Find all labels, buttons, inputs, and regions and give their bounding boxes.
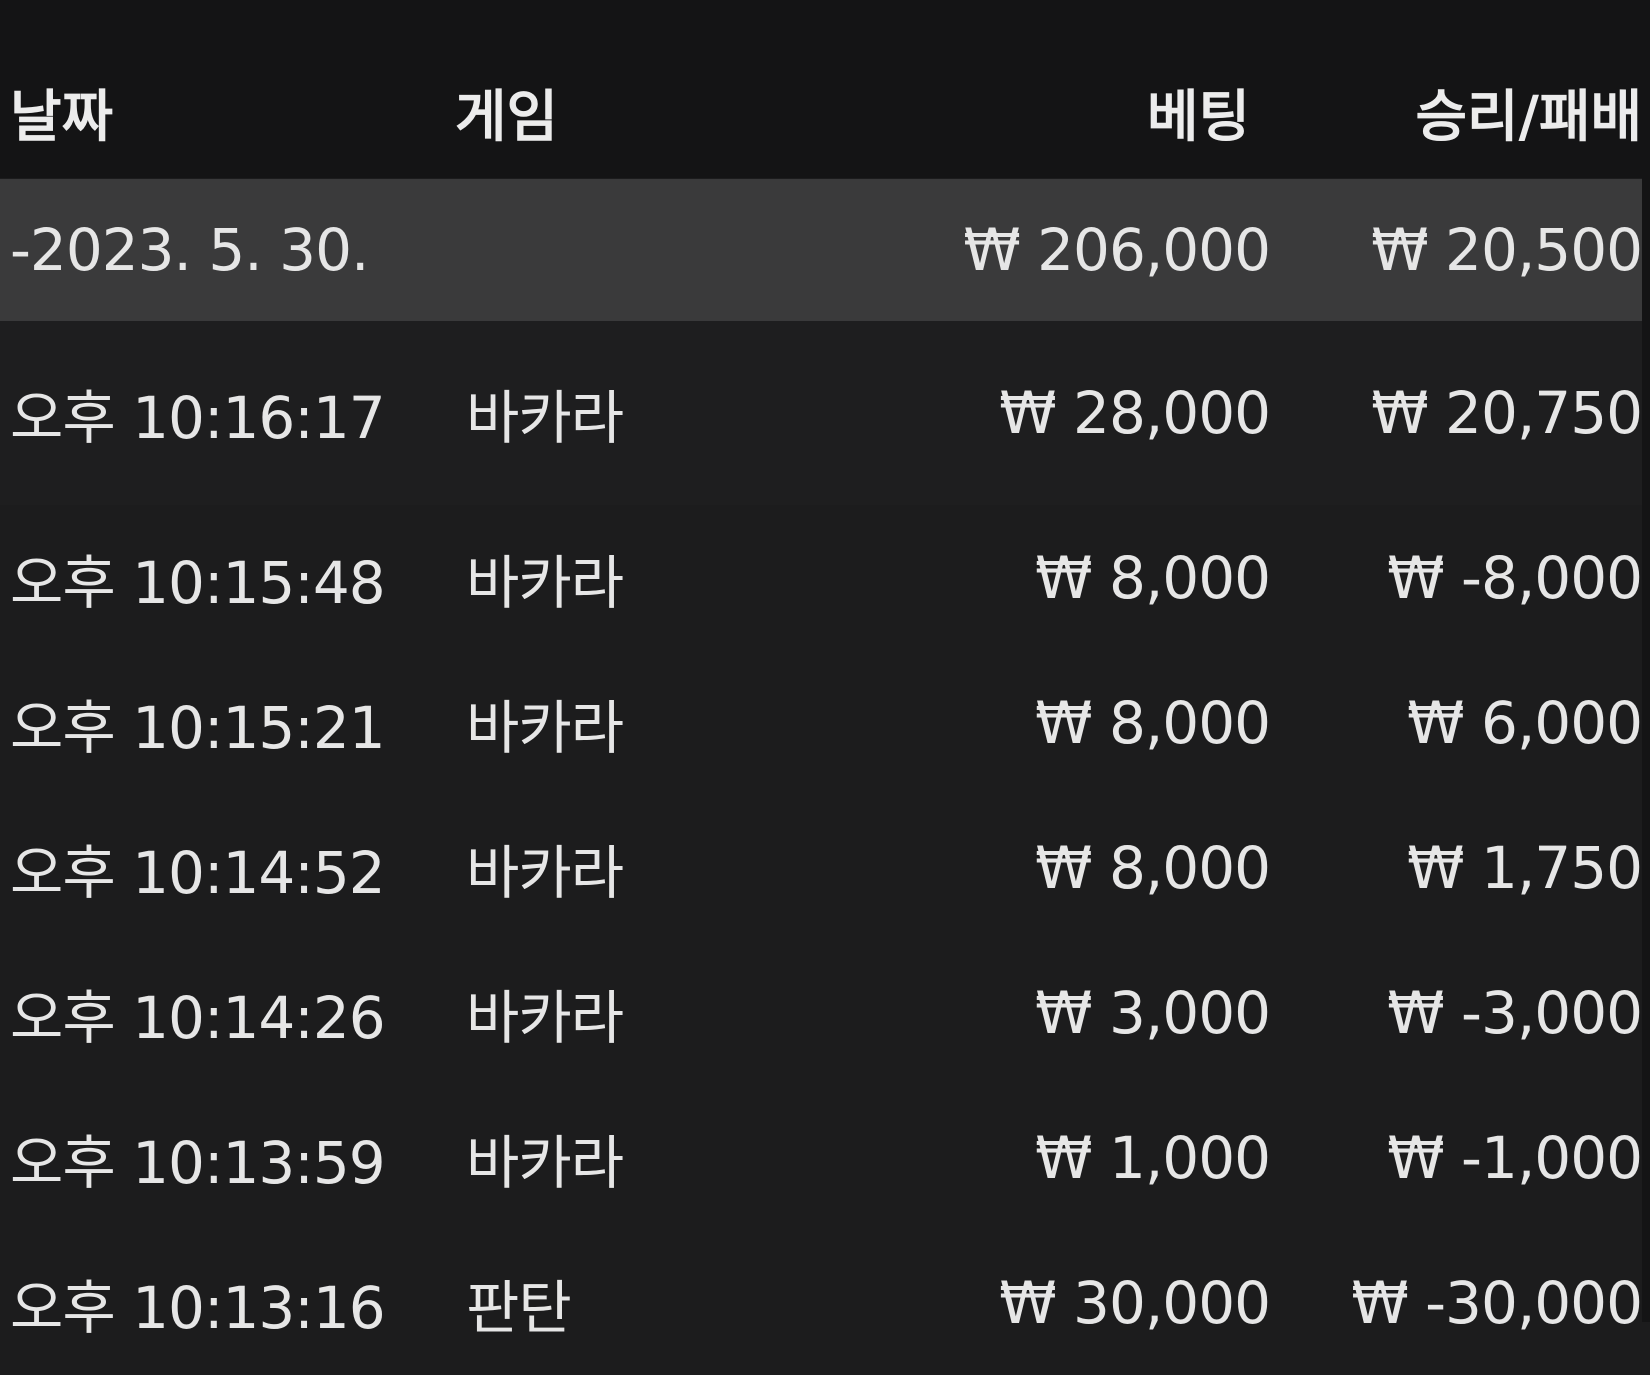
row-game: 판탄	[466, 1273, 572, 1342]
row-time: 오후 10:14:26	[10, 983, 386, 1052]
scroll-edge	[1642, 178, 1650, 1322]
row-game: 바카라	[466, 1128, 624, 1197]
row-time: 오후 10:13:59	[10, 1128, 386, 1197]
row-game: 바카라	[466, 838, 624, 907]
table-row[interactable]: 오후 10:13:59 바카라 ₩ 1,000 ₩ -1,000	[0, 1085, 1643, 1230]
row-game: 바카라	[466, 693, 624, 762]
table-row[interactable]: 오후 10:16:17 바카라 ₩ 28,000 ₩ 20,750	[0, 321, 1643, 505]
table-row[interactable]: 오후 10:15:48 바카라 ₩ 8,000 ₩ -8,000	[0, 505, 1643, 650]
row-time: 오후 10:15:48	[10, 548, 386, 617]
row-bet: ₩ 8,000	[1035, 833, 1271, 902]
row-bet: ₩ 28,000	[999, 379, 1271, 447]
table-header: 날짜 게임 베팅 승리/패배	[0, 0, 1650, 178]
row-game: 바카라	[466, 384, 624, 452]
row-game: 바카라	[466, 548, 624, 617]
date-summary-row[interactable]: -2023. 5. 30. ₩ 206,000 ₩ 20,500	[0, 179, 1643, 321]
table-row[interactable]: 오후 10:13:16 판탄 ₩ 30,000 ₩ -30,000	[0, 1230, 1643, 1375]
row-time: 오후 10:14:52	[10, 838, 386, 907]
row-bet: ₩ 8,000	[1035, 543, 1271, 612]
header-result: 승리/패배	[1415, 85, 1642, 150]
summary-result: ₩ 20,500	[1371, 216, 1643, 284]
row-bet: ₩ 8,000	[1035, 688, 1271, 757]
row-result: ₩ 6,000	[1407, 688, 1643, 757]
header-bet: 베팅	[1146, 85, 1250, 150]
row-result: ₩ 1,750	[1407, 833, 1643, 902]
table-row[interactable]: 오후 10:14:52 바카라 ₩ 8,000 ₩ 1,750	[0, 795, 1643, 940]
row-result: ₩ -3,000	[1387, 978, 1643, 1047]
row-time: 오후 10:15:21	[10, 693, 386, 762]
row-time: 오후 10:13:16	[10, 1273, 386, 1342]
row-bet: ₩ 30,000	[999, 1268, 1271, 1337]
header-date: 날짜	[10, 85, 114, 150]
table-row[interactable]: 오후 10:14:26 바카라 ₩ 3,000 ₩ -3,000	[0, 940, 1643, 1085]
row-result: ₩ -1,000	[1387, 1123, 1643, 1192]
row-result: ₩ 20,750	[1371, 379, 1643, 447]
header-game: 게임	[455, 85, 559, 150]
row-game: 바카라	[466, 983, 624, 1052]
summary-bet: ₩ 206,000	[963, 216, 1271, 284]
row-time: 오후 10:16:17	[10, 384, 386, 452]
row-bet: ₩ 1,000	[1035, 1123, 1271, 1192]
row-result: ₩ -30,000	[1351, 1268, 1643, 1337]
row-result: ₩ -8,000	[1387, 543, 1643, 612]
table-row[interactable]: 오후 10:15:21 바카라 ₩ 8,000 ₩ 6,000	[0, 650, 1643, 795]
summary-date: -2023. 5. 30.	[10, 216, 369, 284]
row-bet: ₩ 3,000	[1035, 978, 1271, 1047]
